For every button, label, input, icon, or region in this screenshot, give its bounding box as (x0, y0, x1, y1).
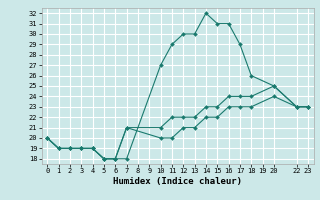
X-axis label: Humidex (Indice chaleur): Humidex (Indice chaleur) (113, 177, 242, 186)
